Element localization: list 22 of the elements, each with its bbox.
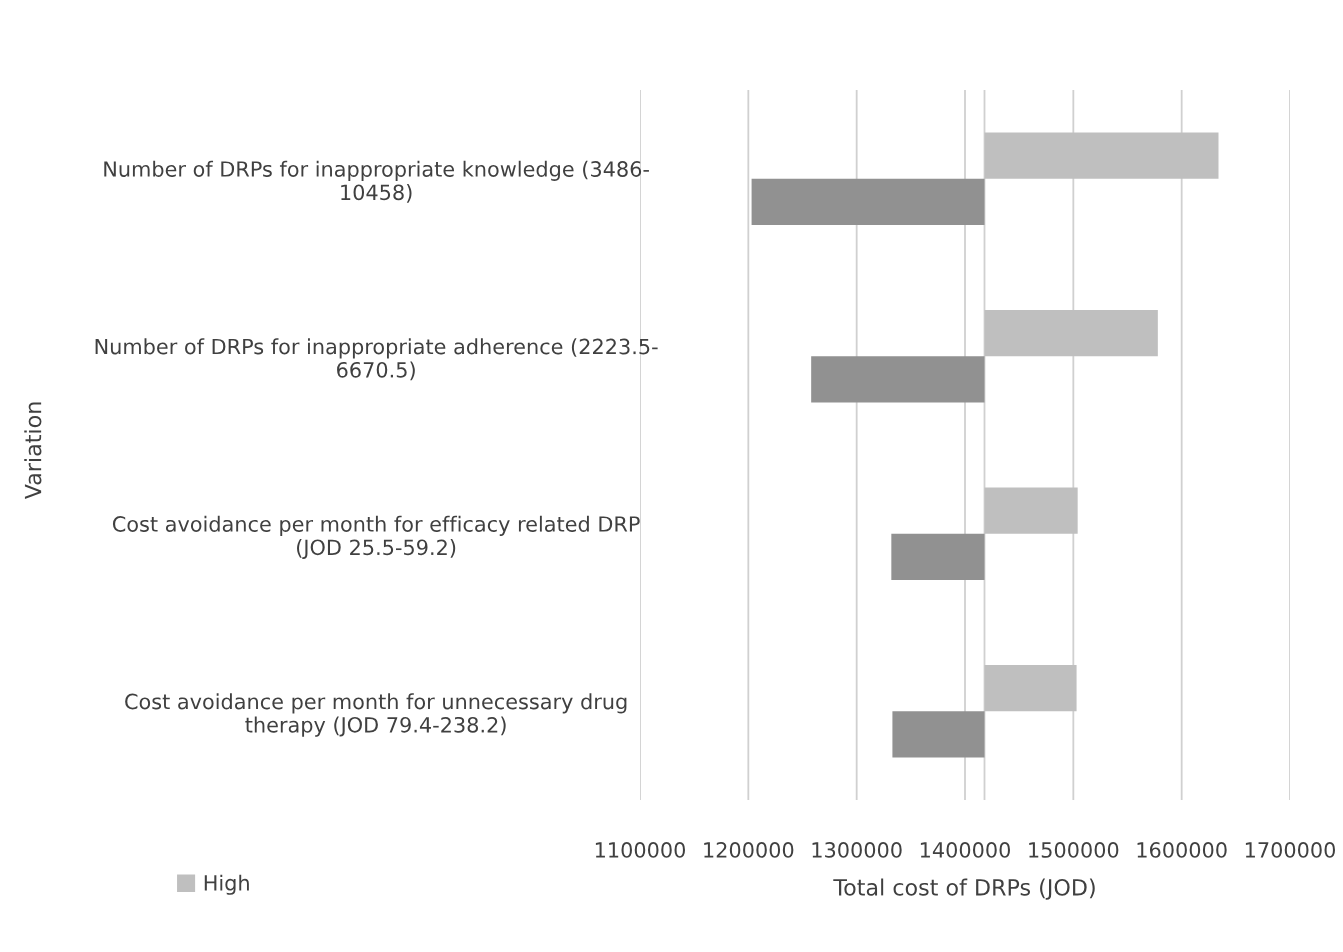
x-tick-label: 1100000	[595, 842, 686, 858]
x-tick-label: 1400000	[920, 842, 1011, 858]
bar	[984, 310, 1158, 357]
x-axis-title: Total cost of DRPs (JOD)	[833, 878, 1095, 900]
y-axis-title: Variation	[24, 402, 42, 500]
bar	[984, 487, 1078, 534]
x-tick-label: 1700000	[1245, 842, 1336, 858]
bar	[751, 178, 985, 225]
bar	[891, 533, 985, 580]
y-tick-label: Cost avoidance per month for efficacy related DRP (JOD 25.5-59.2)	[112, 515, 640, 560]
bar	[892, 711, 985, 758]
bar	[984, 132, 1219, 179]
x-tick-label: 1200000	[704, 842, 794, 858]
y-tick-label: Cost avoidance per month for unnecessary drug therapy (JOD 79.4-238.2)	[125, 693, 627, 737]
legend-label: High	[204, 874, 249, 895]
x-tick-label: 1600000	[1137, 842, 1227, 858]
bar	[811, 356, 985, 403]
x-tick-label: 1500000	[1029, 842, 1119, 858]
x-tick-label: 1300000	[812, 842, 902, 858]
y-tick-label: Number of DRPs for inappropriate knowledge (3486- 10458)	[104, 160, 649, 203]
bar	[984, 665, 1077, 712]
y-tick-label: Number of DRPs for inappropriate adherence (2223.5- 6670.5)	[95, 338, 658, 381]
